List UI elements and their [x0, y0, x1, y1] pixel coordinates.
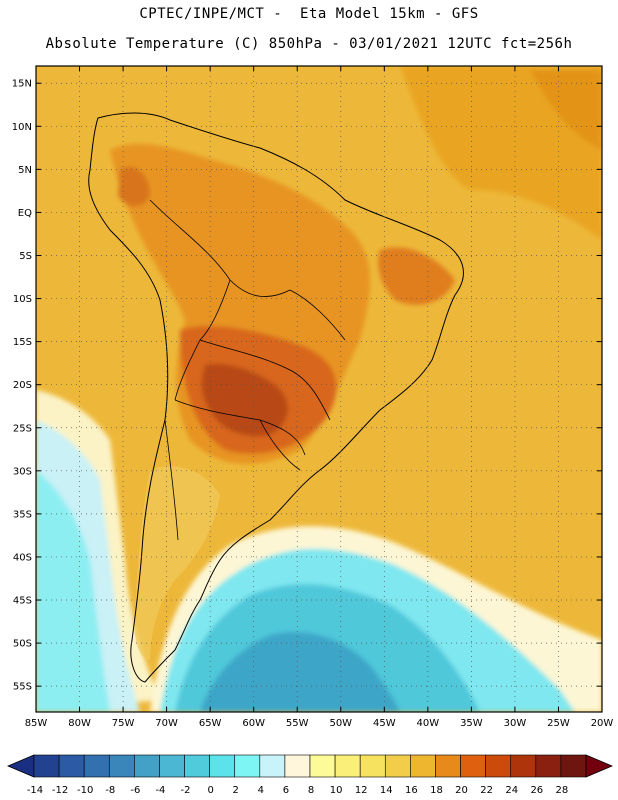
longitude-labels: 85W 80W 75W 70W 65W 60W 55W 50W 45W 40W 35W 30W 25W 2… — [25, 718, 614, 729]
lat-label: 35S — [13, 509, 32, 520]
colorbar-swatch — [485, 754, 512, 778]
lat-label: 15S — [13, 337, 32, 348]
colorbar-label: -8 — [105, 785, 115, 796]
colorbar-swatch — [184, 754, 210, 778]
colorbar-label: 8 — [308, 785, 314, 796]
lon-label: 55W — [286, 718, 309, 729]
map-frame — [35, 65, 603, 713]
map-title-line1: CPTEC/INPE/MCT - Eta Model 15km - GFS — [139, 6, 479, 22]
colorbar-label: 2 — [233, 785, 239, 796]
colorbar-label: 6 — [283, 785, 289, 796]
lat-label: 10S — [13, 294, 32, 305]
colorbar-under-arrow — [6, 754, 35, 778]
warm-ocean-region — [400, 66, 602, 240]
colorbar-swatch — [535, 754, 562, 778]
colorbar-label: -2 — [181, 785, 191, 796]
colorbar-label: -6 — [130, 785, 140, 796]
lat-label: 50S — [13, 639, 32, 650]
colorbar — [6, 754, 614, 778]
lat-label: 40S — [13, 552, 32, 563]
lat-label: 15N — [12, 79, 32, 90]
lon-label: 85W — [25, 718, 48, 729]
lon-label: 45W — [373, 718, 396, 729]
lat-label: EQ — [18, 208, 32, 219]
colorbar-swatch — [33, 754, 60, 778]
colorbar-label: 4 — [258, 785, 264, 796]
colorbar-label: -14 — [27, 785, 43, 796]
colorbar-swatch — [460, 754, 486, 778]
colorbar-swatch — [234, 754, 261, 778]
colorbar-label: 24 — [505, 785, 518, 796]
colorbar-swatch — [334, 754, 361, 778]
northeast-warm-spot — [378, 247, 455, 305]
colorbar-swatch — [410, 754, 436, 778]
colorbar-label: 26 — [530, 785, 543, 796]
lon-label: 80W — [68, 718, 91, 729]
colorbar-label: -12 — [52, 785, 68, 796]
colorbar-label: 10 — [330, 785, 343, 796]
lat-label: 5N — [18, 165, 32, 176]
lon-label: 50W — [329, 718, 352, 729]
colorbar-label: -4 — [155, 785, 165, 796]
lon-label: 20W — [591, 718, 614, 729]
colorbar-swatch — [359, 754, 386, 778]
lat-label: 25S — [13, 423, 32, 434]
colorbar-swatch — [134, 754, 160, 778]
pacific-colder-band — [36, 470, 110, 712]
colorbar-label: 28 — [556, 785, 569, 796]
colorbar-label: 22 — [480, 785, 493, 796]
colorbar-swatch — [384, 754, 411, 778]
lat-label: 30S — [13, 466, 32, 477]
colorbar-labels: -14 -12 -10 -8 -6 -4 -2 0 2 4 6 8 10 12 14 16 18 20 22 24 26… — [27, 785, 568, 796]
colorbar-swatch — [108, 754, 135, 778]
lat-label: 5S — [19, 251, 32, 262]
colorbar-swatch — [209, 754, 236, 778]
colorbar-over-arrow — [585, 754, 614, 778]
latitude-labels: 15N 10N 5N EQ 5S 10S 15S 20S 25S 30S 35S 40S 45S 50S 5… — [12, 79, 32, 693]
colorbar-swatch — [259, 754, 286, 778]
colorbar-label: 14 — [380, 785, 393, 796]
colorbar-swatch — [435, 754, 461, 778]
lon-label: 65W — [199, 718, 222, 729]
colorbar-label: -10 — [77, 785, 93, 796]
colorbar-swatch — [159, 754, 185, 778]
lat-label: 20S — [13, 380, 32, 391]
axis-ticks — [35, 66, 603, 712]
lat-label: 10N — [12, 122, 32, 133]
colorbar-swatch — [560, 754, 587, 778]
lon-label: 30W — [504, 718, 527, 729]
lon-label: 75W — [112, 718, 135, 729]
country-borders — [149, 199, 346, 541]
lat-label: 55S — [13, 682, 32, 693]
lon-label: 70W — [155, 718, 178, 729]
colorbar-swatch — [83, 754, 110, 778]
colorbar-label: 16 — [405, 785, 418, 796]
colorbar-swatch — [58, 754, 85, 778]
temperature-field — [36, 66, 602, 712]
colorbar-label: 20 — [455, 785, 468, 796]
map-title-line2: Absolute Temperature (C) 850hPa - 03/01/… — [45, 36, 573, 52]
patagonia-region — [134, 466, 220, 660]
lon-label: 35W — [460, 718, 483, 729]
lon-label: 25W — [547, 718, 570, 729]
colorbar-swatch — [309, 754, 336, 778]
lon-label: 40W — [417, 718, 440, 729]
hottest-core-region — [201, 363, 288, 437]
colorbar-swatch — [284, 754, 311, 778]
colorbar-swatch — [510, 754, 537, 778]
colorbar-label: 0 — [207, 785, 213, 796]
andes-warm-spot — [118, 166, 150, 207]
colorbar-label: 18 — [430, 785, 443, 796]
warm-ocean-core — [530, 70, 602, 150]
colorbar-label: 12 — [355, 785, 368, 796]
lon-label: 60W — [242, 718, 265, 729]
lat-label: 45S — [13, 596, 32, 607]
atlantic-coldest-band — [200, 631, 400, 712]
